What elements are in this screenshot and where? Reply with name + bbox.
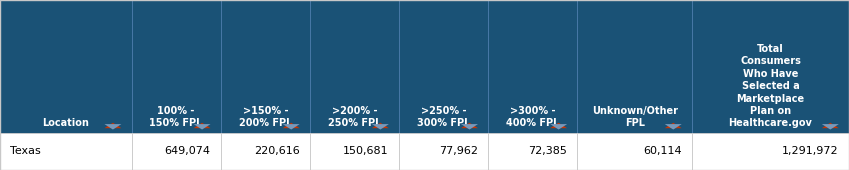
Bar — [692, 0, 849, 133]
Bar — [310, 133, 399, 170]
Text: 72,385: 72,385 — [528, 146, 567, 156]
Text: 1,291,972: 1,291,972 — [782, 146, 839, 156]
Bar — [0, 0, 132, 133]
Bar — [132, 133, 221, 170]
Polygon shape — [665, 124, 682, 130]
Polygon shape — [104, 124, 121, 130]
Polygon shape — [822, 124, 839, 130]
Bar — [221, 0, 310, 133]
Bar — [488, 0, 577, 133]
Text: 100% -
150% FPL: 100% - 150% FPL — [149, 106, 203, 128]
Text: 60,114: 60,114 — [644, 146, 682, 156]
Polygon shape — [372, 123, 389, 128]
Polygon shape — [283, 124, 300, 130]
Bar — [132, 0, 221, 133]
Polygon shape — [550, 123, 567, 128]
Text: Location: Location — [42, 118, 89, 128]
Bar — [221, 133, 310, 170]
Bar — [577, 0, 692, 133]
Polygon shape — [283, 123, 300, 128]
Polygon shape — [194, 123, 211, 128]
Polygon shape — [550, 124, 567, 130]
Polygon shape — [822, 123, 839, 128]
Polygon shape — [461, 123, 478, 128]
Text: 220,616: 220,616 — [254, 146, 300, 156]
Text: >300% -
400% FPL: >300% - 400% FPL — [506, 106, 559, 128]
Polygon shape — [372, 124, 389, 130]
Bar — [577, 133, 692, 170]
Text: 150,681: 150,681 — [343, 146, 389, 156]
Bar — [399, 0, 488, 133]
Bar — [399, 133, 488, 170]
Text: 77,962: 77,962 — [439, 146, 478, 156]
Text: >150% -
200% FPL: >150% - 200% FPL — [239, 106, 292, 128]
Text: Total
Consumers
Who Have
Selected a
Marketplace
Plan on
Healthcare.gov: Total Consumers Who Have Selected a Mark… — [728, 44, 812, 128]
Text: >200% -
250% FPL: >200% - 250% FPL — [328, 106, 381, 128]
Polygon shape — [461, 124, 478, 130]
Bar — [692, 133, 849, 170]
Text: 649,074: 649,074 — [165, 146, 211, 156]
Polygon shape — [665, 123, 682, 128]
Polygon shape — [194, 124, 211, 130]
Text: Texas: Texas — [10, 146, 41, 156]
Text: >250% -
300% FPL: >250% - 300% FPL — [417, 106, 470, 128]
Bar — [0, 133, 132, 170]
Bar — [310, 0, 399, 133]
Text: Unknown/Other
FPL: Unknown/Other FPL — [592, 106, 678, 128]
Polygon shape — [104, 123, 121, 128]
Bar — [488, 133, 577, 170]
